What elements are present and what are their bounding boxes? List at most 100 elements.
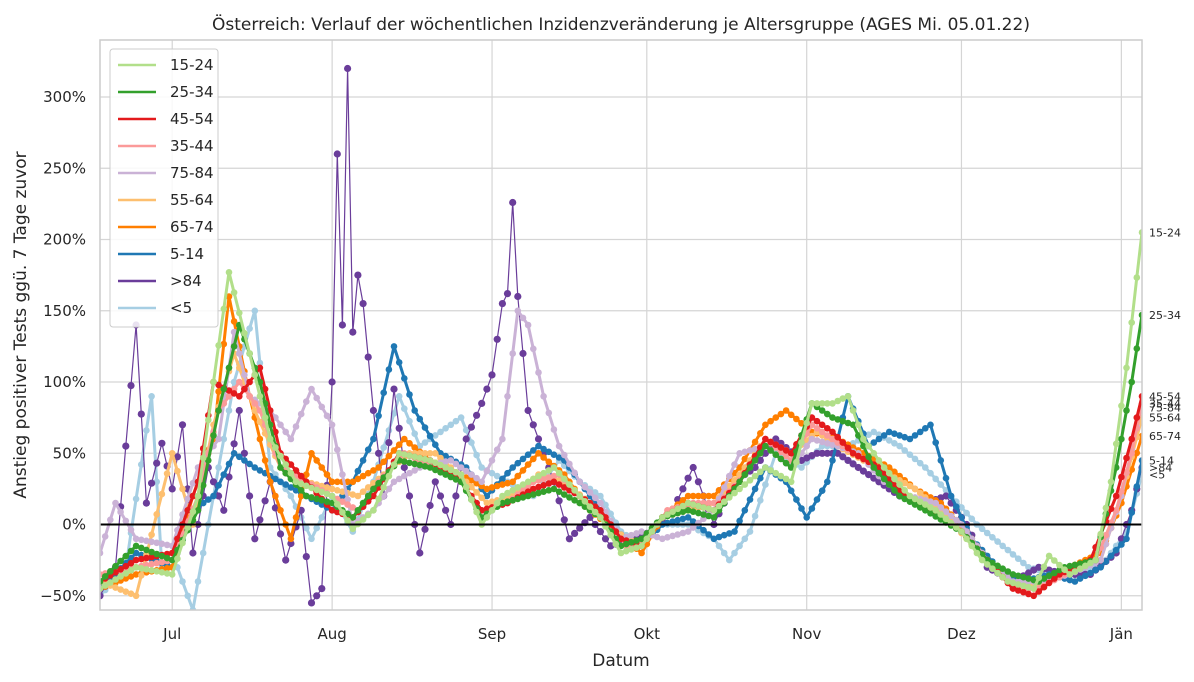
data-point [581, 498, 589, 505]
data-point [138, 572, 145, 579]
data-point [829, 435, 836, 443]
data-point [669, 518, 676, 525]
data-point [132, 556, 140, 564]
data-point [509, 464, 516, 471]
data-point [158, 439, 166, 447]
data-point [1009, 571, 1017, 578]
data-point [530, 485, 537, 493]
data-point [297, 487, 305, 494]
legend-label: 65-74 [170, 218, 214, 236]
data-point [318, 403, 326, 411]
data-point [117, 573, 124, 580]
data-point [586, 489, 594, 496]
data-point [318, 497, 326, 504]
x-tick-labels: Jul Aug Sep Okt Nov Dez Jän [162, 625, 1133, 643]
data-point [406, 417, 413, 425]
data-point [488, 457, 496, 464]
data-point [1035, 588, 1043, 595]
data-point [313, 486, 321, 494]
legend-label: 15-24 [170, 56, 214, 74]
data-point [1128, 450, 1135, 457]
data-point [349, 504, 357, 511]
data-point [530, 491, 537, 498]
data-point [153, 459, 161, 467]
data-point [1133, 414, 1141, 421]
data-point [483, 505, 491, 513]
data-point [550, 485, 558, 493]
series-end-label: 65-74 [1149, 430, 1181, 443]
data-point [1112, 546, 1120, 554]
data-point [968, 515, 976, 523]
data-point [499, 499, 506, 507]
data-point [896, 492, 903, 500]
data-point [303, 492, 310, 500]
data-point [256, 364, 264, 372]
data-point [540, 454, 547, 461]
data-point [236, 378, 243, 386]
data-point [720, 531, 728, 539]
data-point [266, 478, 274, 486]
data-point [674, 505, 681, 513]
data-point [1009, 585, 1017, 592]
data-point [313, 524, 321, 532]
data-point [236, 350, 243, 357]
data-point [380, 444, 388, 451]
data-point [1123, 407, 1130, 414]
data-point [163, 470, 171, 477]
data-point [566, 494, 573, 501]
data-point [720, 549, 728, 557]
data-point [148, 538, 155, 546]
data-point [498, 300, 506, 308]
data-point [338, 321, 346, 329]
data-point [272, 475, 279, 483]
data-point [1097, 556, 1104, 564]
data-point [834, 397, 841, 405]
data-point [757, 450, 764, 457]
data-point [922, 464, 929, 471]
data-point [442, 464, 449, 471]
data-point [741, 481, 749, 488]
data-point [411, 444, 419, 451]
data-point [849, 460, 857, 468]
data-point [865, 431, 872, 439]
data-point [596, 528, 605, 536]
data-point [153, 550, 160, 558]
data-point [529, 421, 537, 429]
data-point [416, 415, 424, 423]
data-point [344, 496, 351, 503]
data-point [891, 468, 898, 476]
data-point [782, 459, 790, 467]
data-point [225, 407, 233, 414]
data-point [431, 478, 439, 486]
data-point [1020, 573, 1027, 581]
series-15-24 [100, 229, 1142, 592]
data-point [168, 571, 176, 578]
data-point [246, 325, 253, 332]
data-point [205, 496, 212, 503]
data-point [178, 421, 187, 429]
data-point [834, 433, 841, 441]
data-point [818, 407, 826, 414]
data-point [432, 459, 439, 467]
data-point [100, 578, 104, 585]
data-point [896, 432, 903, 439]
data-point [633, 530, 640, 537]
data-point [323, 412, 331, 420]
data-point [432, 441, 439, 449]
data-point [174, 467, 181, 475]
data-point [344, 501, 351, 508]
data-point [452, 460, 460, 468]
data-point [117, 557, 124, 565]
data-point [246, 492, 254, 500]
data-point [555, 469, 563, 477]
data-point [173, 453, 181, 461]
data-point [127, 547, 135, 555]
data-point [891, 487, 898, 494]
data-point [385, 472, 393, 480]
data-point [963, 535, 970, 543]
data-point [297, 472, 305, 480]
data-point [1025, 564, 1032, 571]
data-point [349, 491, 357, 498]
data-point [937, 511, 945, 518]
data-point [1030, 585, 1037, 592]
